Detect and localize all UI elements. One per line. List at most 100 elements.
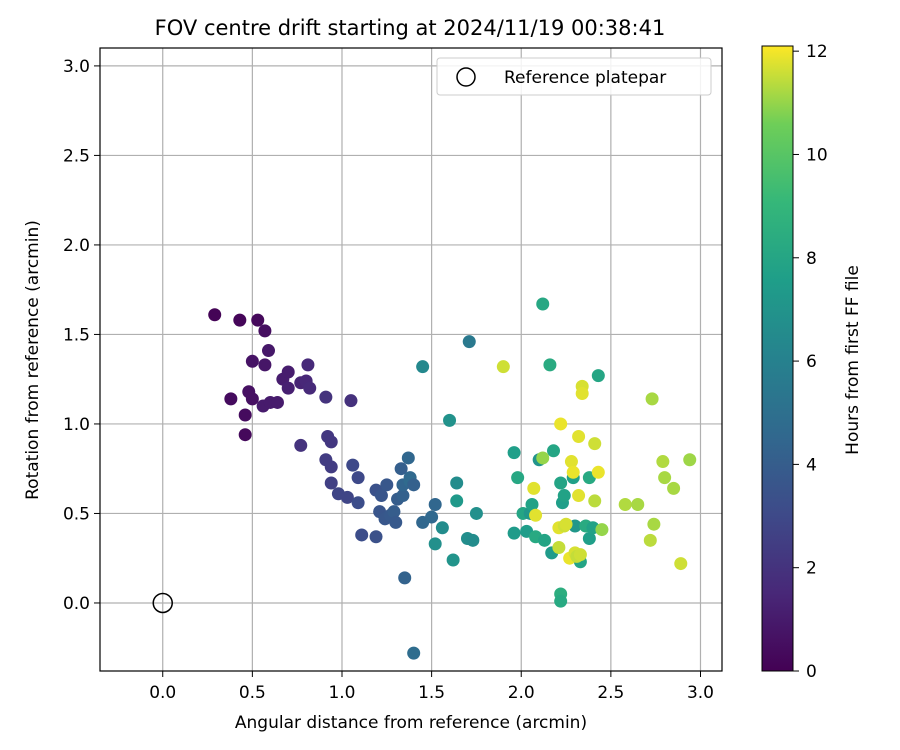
data-point [208, 308, 222, 322]
colorbar-tick-label: 12 [806, 42, 828, 62]
data-point [538, 533, 552, 547]
colorbar-tick-label: 0 [806, 662, 817, 682]
data-point [258, 358, 272, 372]
data-point [588, 437, 602, 451]
data-point [507, 446, 521, 460]
y-tick-label: 1.5 [63, 325, 90, 345]
x-axis-ticks: 0.0 0.5 1.0 1.5 2.0 2.5 3.0 [149, 671, 714, 703]
data-point [401, 451, 415, 465]
data-point [340, 490, 354, 504]
data-point [258, 324, 272, 338]
data-point [446, 553, 460, 567]
data-point [575, 387, 589, 401]
y-tick-label: 1.0 [63, 415, 90, 435]
data-point [572, 429, 586, 443]
data-point [394, 462, 408, 476]
data-point [462, 335, 476, 349]
data-point [245, 392, 259, 406]
colorbar-tick-label: 4 [806, 455, 817, 475]
data-point [324, 435, 338, 449]
data-point [631, 498, 645, 512]
data-point [351, 471, 365, 485]
legend: Reference platepar [436, 57, 712, 96]
data-point [281, 365, 295, 379]
data-point [466, 533, 480, 547]
colorbar-tick-label: 8 [806, 249, 817, 269]
data-point [595, 523, 609, 537]
data-point [224, 392, 238, 406]
data-point [591, 369, 605, 383]
data-point [591, 465, 605, 479]
colorbar-ticks: 0 2 4 6 8 10 12 [793, 42, 828, 682]
x-axis-label: Angular distance from reference (arcmin) [235, 713, 587, 733]
data-point [511, 471, 525, 485]
plot-frame [99, 47, 723, 672]
data-point [374, 489, 388, 503]
data-point [554, 476, 568, 490]
data-point [238, 428, 252, 442]
data-point [588, 494, 602, 508]
x-tick-label: 1.5 [418, 683, 445, 703]
reference-platepar-marker [152, 592, 173, 614]
data-point [536, 451, 550, 465]
data-point [380, 478, 394, 492]
colorbar-gradient [761, 45, 794, 672]
data-point [496, 360, 510, 374]
data-point [547, 444, 561, 458]
y-tick-label: 3.0 [63, 57, 90, 77]
colorbar-tick-label: 2 [806, 559, 817, 579]
x-tick-label: 1.0 [328, 683, 355, 703]
data-point [683, 453, 697, 467]
data-point [319, 390, 333, 404]
data-point [435, 521, 449, 535]
data-point [543, 358, 557, 372]
data-point [450, 476, 464, 490]
data-point [557, 489, 571, 503]
data-point [344, 394, 358, 408]
y-tick-label: 0.5 [63, 504, 90, 524]
data-point [251, 313, 265, 327]
y-tick-label: 2.0 [63, 236, 90, 256]
data-point [416, 360, 430, 374]
data-point [618, 498, 632, 512]
data-point [301, 358, 315, 372]
data-point [425, 510, 439, 524]
data-point [559, 517, 573, 531]
data-point [281, 381, 295, 395]
data-point [645, 392, 659, 406]
data-point [303, 381, 317, 395]
legend-box [436, 57, 712, 96]
data-point [507, 526, 521, 540]
data-point [261, 344, 275, 358]
data-point [573, 548, 587, 562]
data-point [450, 494, 464, 508]
y-axis-ticks: 0.0 0.5 1.0 1.5 2.0 2.5 3.0 [63, 57, 100, 614]
colorbar-tick-label: 10 [806, 145, 828, 165]
data-point [643, 533, 657, 547]
colorbar: 0 2 4 6 8 10 12 Hours from first FF file [761, 42, 863, 682]
data-point [324, 476, 338, 490]
data-point [355, 528, 369, 542]
data-point [346, 458, 360, 472]
data-point [407, 646, 421, 660]
data-point [667, 481, 681, 495]
x-tick-label: 2.5 [597, 683, 624, 703]
data-point [324, 460, 338, 474]
x-tick-label: 2.0 [508, 683, 535, 703]
data-point [443, 413, 457, 427]
data-point [369, 530, 383, 544]
data-point [656, 455, 670, 469]
data-point [554, 594, 568, 608]
data-point [647, 517, 661, 531]
data-point [398, 571, 412, 585]
data-points [152, 297, 697, 660]
data-point [572, 489, 586, 503]
y-tick-label: 0.0 [63, 594, 90, 614]
data-point [554, 417, 568, 431]
x-tick-label: 3.0 [687, 683, 714, 703]
colorbar-label: Hours from first FF file [843, 265, 863, 455]
data-point [233, 313, 247, 327]
data-point [674, 557, 688, 571]
data-point [525, 498, 539, 512]
